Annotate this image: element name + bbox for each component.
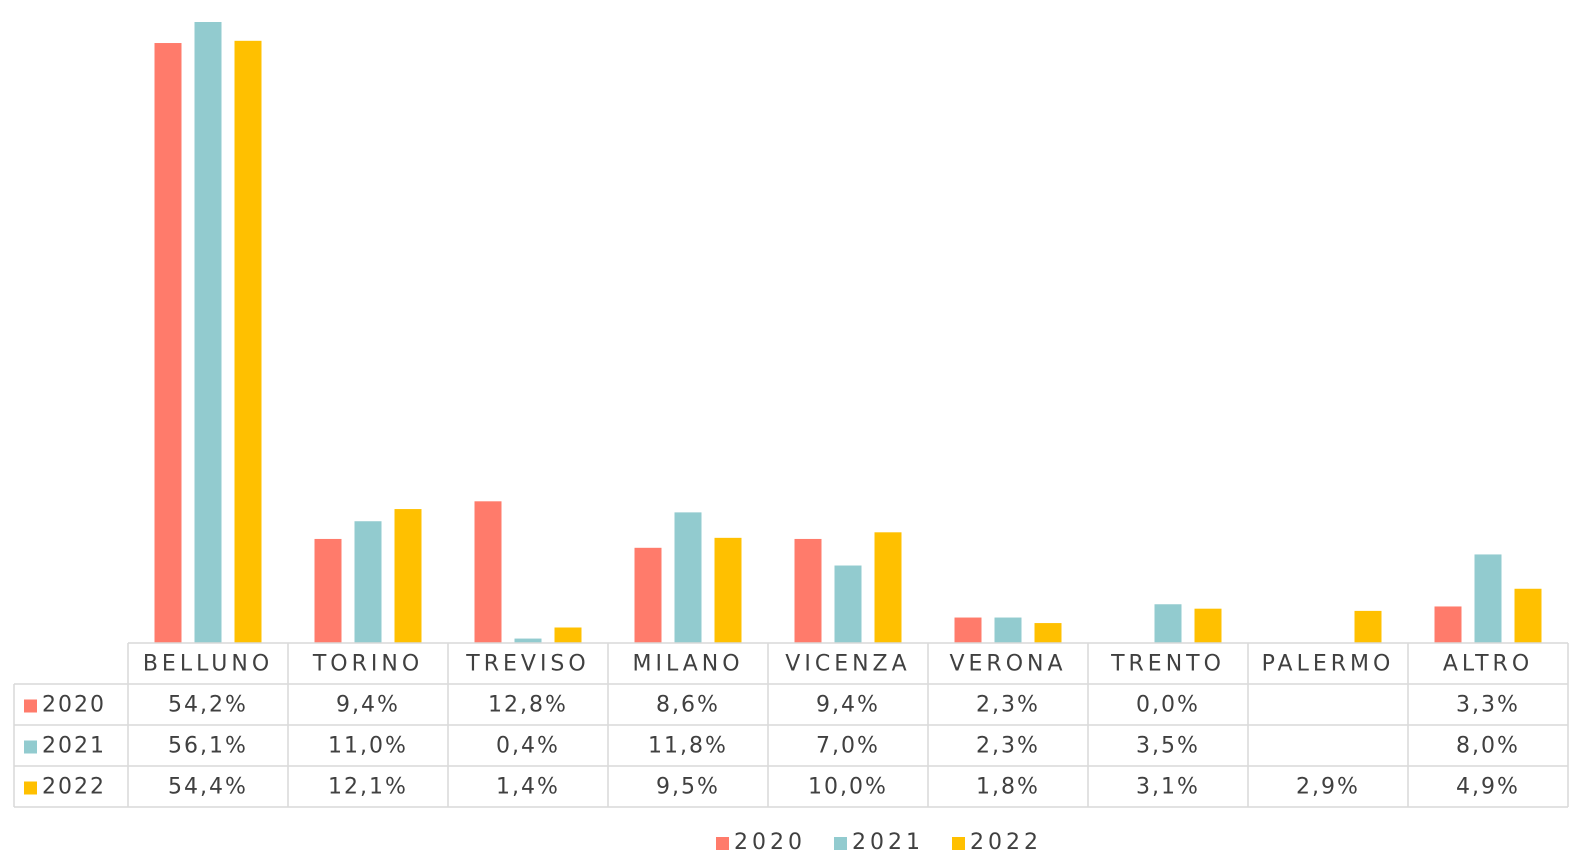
bar <box>1434 606 1462 643</box>
value-label: 11,0% <box>328 734 408 759</box>
value-label: 12,8% <box>488 693 568 718</box>
value-label: 2,9% <box>1296 775 1360 800</box>
legend-key <box>834 837 847 850</box>
bar <box>554 627 582 643</box>
value-label: 11,8% <box>648 734 728 759</box>
value-label: 56,1% <box>168 734 248 759</box>
value-label: 0,4% <box>496 734 560 759</box>
value-label: 7,0% <box>816 734 880 759</box>
bar <box>314 538 342 643</box>
value-label: 8,6% <box>656 693 720 718</box>
category-label: ALTRO <box>1443 652 1533 677</box>
value-label: 54,4% <box>168 775 248 800</box>
category-label: BELLUNO <box>143 652 273 677</box>
value-label: 54,2% <box>168 693 248 718</box>
category-label: PALERMO <box>1262 652 1395 677</box>
row-key <box>24 781 37 795</box>
bar <box>714 537 742 643</box>
value-label: 3,3% <box>1456 693 1520 718</box>
category-label: TRENTO <box>1110 652 1225 677</box>
value-label: 9,5% <box>656 775 720 800</box>
category-label: VICENZA <box>785 652 910 677</box>
bar <box>354 521 382 643</box>
value-label: 3,5% <box>1136 734 1200 759</box>
category-label: TORINO <box>312 652 423 677</box>
bar <box>1154 604 1182 643</box>
bar <box>394 509 422 643</box>
value-label: 9,4% <box>336 693 400 718</box>
value-label: 12,1% <box>328 775 408 800</box>
value-label: 8,0% <box>1456 734 1520 759</box>
bar <box>794 538 822 643</box>
legend-key <box>716 837 729 850</box>
value-label: 0,0% <box>1136 693 1200 718</box>
bar <box>954 617 982 643</box>
legend-key <box>952 837 965 850</box>
bar <box>1034 623 1062 643</box>
bar <box>194 22 222 643</box>
value-label: 4,9% <box>1456 775 1520 800</box>
bar <box>874 532 902 643</box>
bar <box>1474 554 1502 643</box>
bar <box>994 617 1022 643</box>
legend-label: 2020 <box>734 830 806 855</box>
value-label: 3,1% <box>1136 775 1200 800</box>
category-label: VERONA <box>949 652 1066 677</box>
bar <box>474 501 502 643</box>
legend-label: 2022 <box>970 830 1042 855</box>
bar <box>834 565 862 643</box>
row-label: 2022 <box>42 775 106 800</box>
category-label: TREVISO <box>465 652 589 677</box>
value-label: 2,3% <box>976 693 1040 718</box>
row-key <box>24 740 37 754</box>
bar <box>1354 610 1382 643</box>
bar <box>674 512 702 643</box>
value-label: 1,4% <box>496 775 560 800</box>
row-label: 2021 <box>42 734 106 759</box>
bar <box>154 43 182 643</box>
legend-label: 2021 <box>852 830 924 855</box>
row-key <box>24 699 37 713</box>
bar <box>514 638 542 643</box>
row-label: 2020 <box>42 693 106 718</box>
bar <box>1194 608 1222 643</box>
bar <box>1514 588 1542 643</box>
category-label: MILANO <box>632 652 743 677</box>
bar <box>634 547 662 643</box>
value-label: 10,0% <box>808 775 888 800</box>
value-label: 2,3% <box>976 734 1040 759</box>
value-label: 9,4% <box>816 693 880 718</box>
value-label: 1,8% <box>976 775 1040 800</box>
bar <box>234 40 262 644</box>
